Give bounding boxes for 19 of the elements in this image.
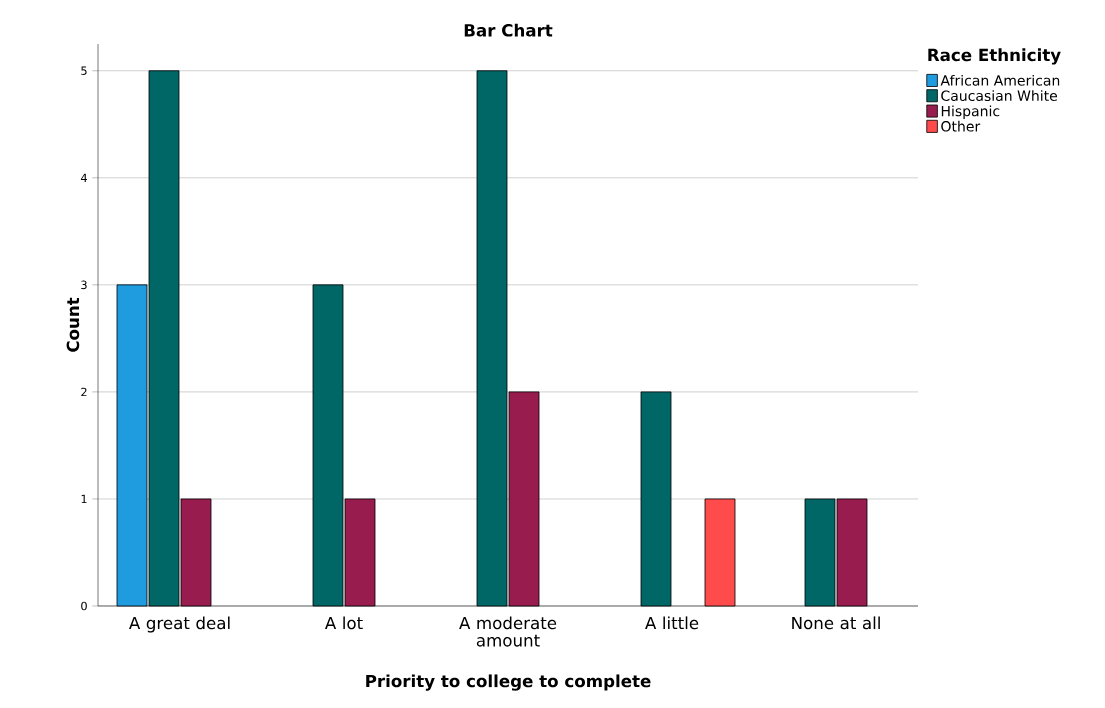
chart-title: Bar Chart <box>464 23 553 37</box>
legend-label: African American <box>940 74 1060 86</box>
x-tick-label: A lot <box>324 616 363 630</box>
y-tick-label: 4 <box>80 173 87 182</box>
y-axis-title: Count <box>66 297 80 352</box>
x-axis-title: Priority to college to complete <box>366 674 651 691</box>
x-tick-label: A great deal <box>129 616 230 633</box>
y-tick-label: 0 <box>81 601 87 611</box>
x-tick-label: A little <box>645 616 699 630</box>
legend-title: Race Ethnicity <box>928 48 1061 65</box>
x-tick-label: None at all <box>792 616 880 630</box>
x-tick-label: A moderate amount <box>459 616 557 647</box>
legend-label: Other <box>941 120 981 132</box>
y-tick-label: 5 <box>81 66 87 75</box>
legend-label: Hispanic <box>941 105 1000 120</box>
y-tick-label: 1 <box>81 494 87 504</box>
y-tick-label: 3 <box>81 280 87 290</box>
legend-label: Caucasian White <box>941 90 1058 102</box>
y-tick-label: 2 <box>81 387 87 397</box>
